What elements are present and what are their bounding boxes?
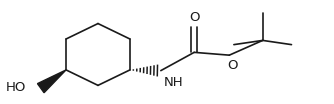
- Polygon shape: [37, 70, 66, 93]
- Text: O: O: [227, 59, 238, 72]
- Text: NH: NH: [164, 76, 183, 89]
- Text: O: O: [189, 11, 199, 24]
- Text: HO: HO: [6, 81, 26, 94]
